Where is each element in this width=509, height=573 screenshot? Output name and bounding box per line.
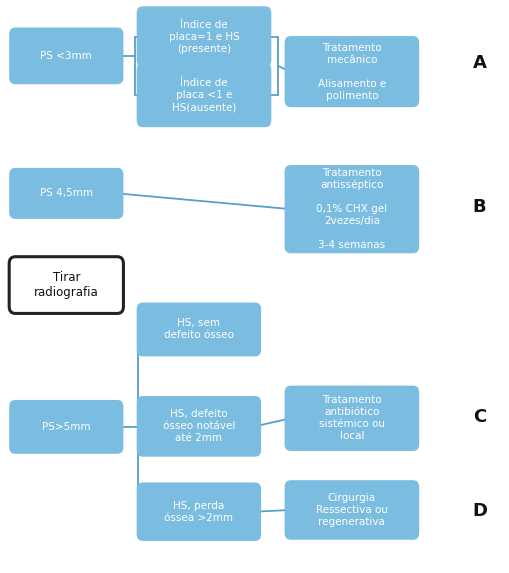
Text: PS>5mm: PS>5mm xyxy=(42,422,91,432)
Text: HS, sem
defeito ósseo: HS, sem defeito ósseo xyxy=(163,319,234,340)
FancyBboxPatch shape xyxy=(284,165,418,253)
Text: PS 4,5mm: PS 4,5mm xyxy=(40,189,93,198)
FancyBboxPatch shape xyxy=(9,28,123,84)
Text: HS, defeito
ósseo notável
até 2mm: HS, defeito ósseo notável até 2mm xyxy=(162,409,235,444)
FancyBboxPatch shape xyxy=(136,6,271,67)
Text: HS, perda
óssea >2mm: HS, perda óssea >2mm xyxy=(164,501,233,523)
FancyBboxPatch shape xyxy=(9,168,123,219)
FancyBboxPatch shape xyxy=(284,480,418,540)
Text: C: C xyxy=(472,408,485,426)
FancyBboxPatch shape xyxy=(136,63,271,127)
Text: Índice de
placa <1 e
HS(ausente): Índice de placa <1 e HS(ausente) xyxy=(172,78,236,112)
FancyBboxPatch shape xyxy=(284,36,418,107)
Text: Índice de
placa=1 e HS
(presente): Índice de placa=1 e HS (presente) xyxy=(168,19,239,54)
FancyBboxPatch shape xyxy=(136,396,261,457)
Text: B: B xyxy=(472,198,485,217)
Text: Tratamento
antibiótico
sistémico ou
local: Tratamento antibiótico sistémico ou loca… xyxy=(318,395,384,441)
Text: Tratamento
antisséptico

0,1% CHX gel
2vezes/dia

3-4 semanas: Tratamento antisséptico 0,1% CHX gel 2ve… xyxy=(316,168,387,250)
FancyBboxPatch shape xyxy=(9,257,123,313)
Text: A: A xyxy=(471,54,486,72)
FancyBboxPatch shape xyxy=(9,400,123,454)
Text: D: D xyxy=(471,502,486,520)
Text: PS <3mm: PS <3mm xyxy=(40,51,92,61)
FancyBboxPatch shape xyxy=(284,386,418,451)
Text: Cirgurgia
Ressectiva ou
regenerativa: Cirgurgia Ressectiva ou regenerativa xyxy=(315,493,387,527)
FancyBboxPatch shape xyxy=(136,482,261,541)
Text: Tratamento
mecânico

Alisamento e
polimento: Tratamento mecânico Alisamento e polimen… xyxy=(317,42,385,101)
FancyBboxPatch shape xyxy=(136,303,261,356)
Text: Tirar
radiografia: Tirar radiografia xyxy=(34,271,98,299)
